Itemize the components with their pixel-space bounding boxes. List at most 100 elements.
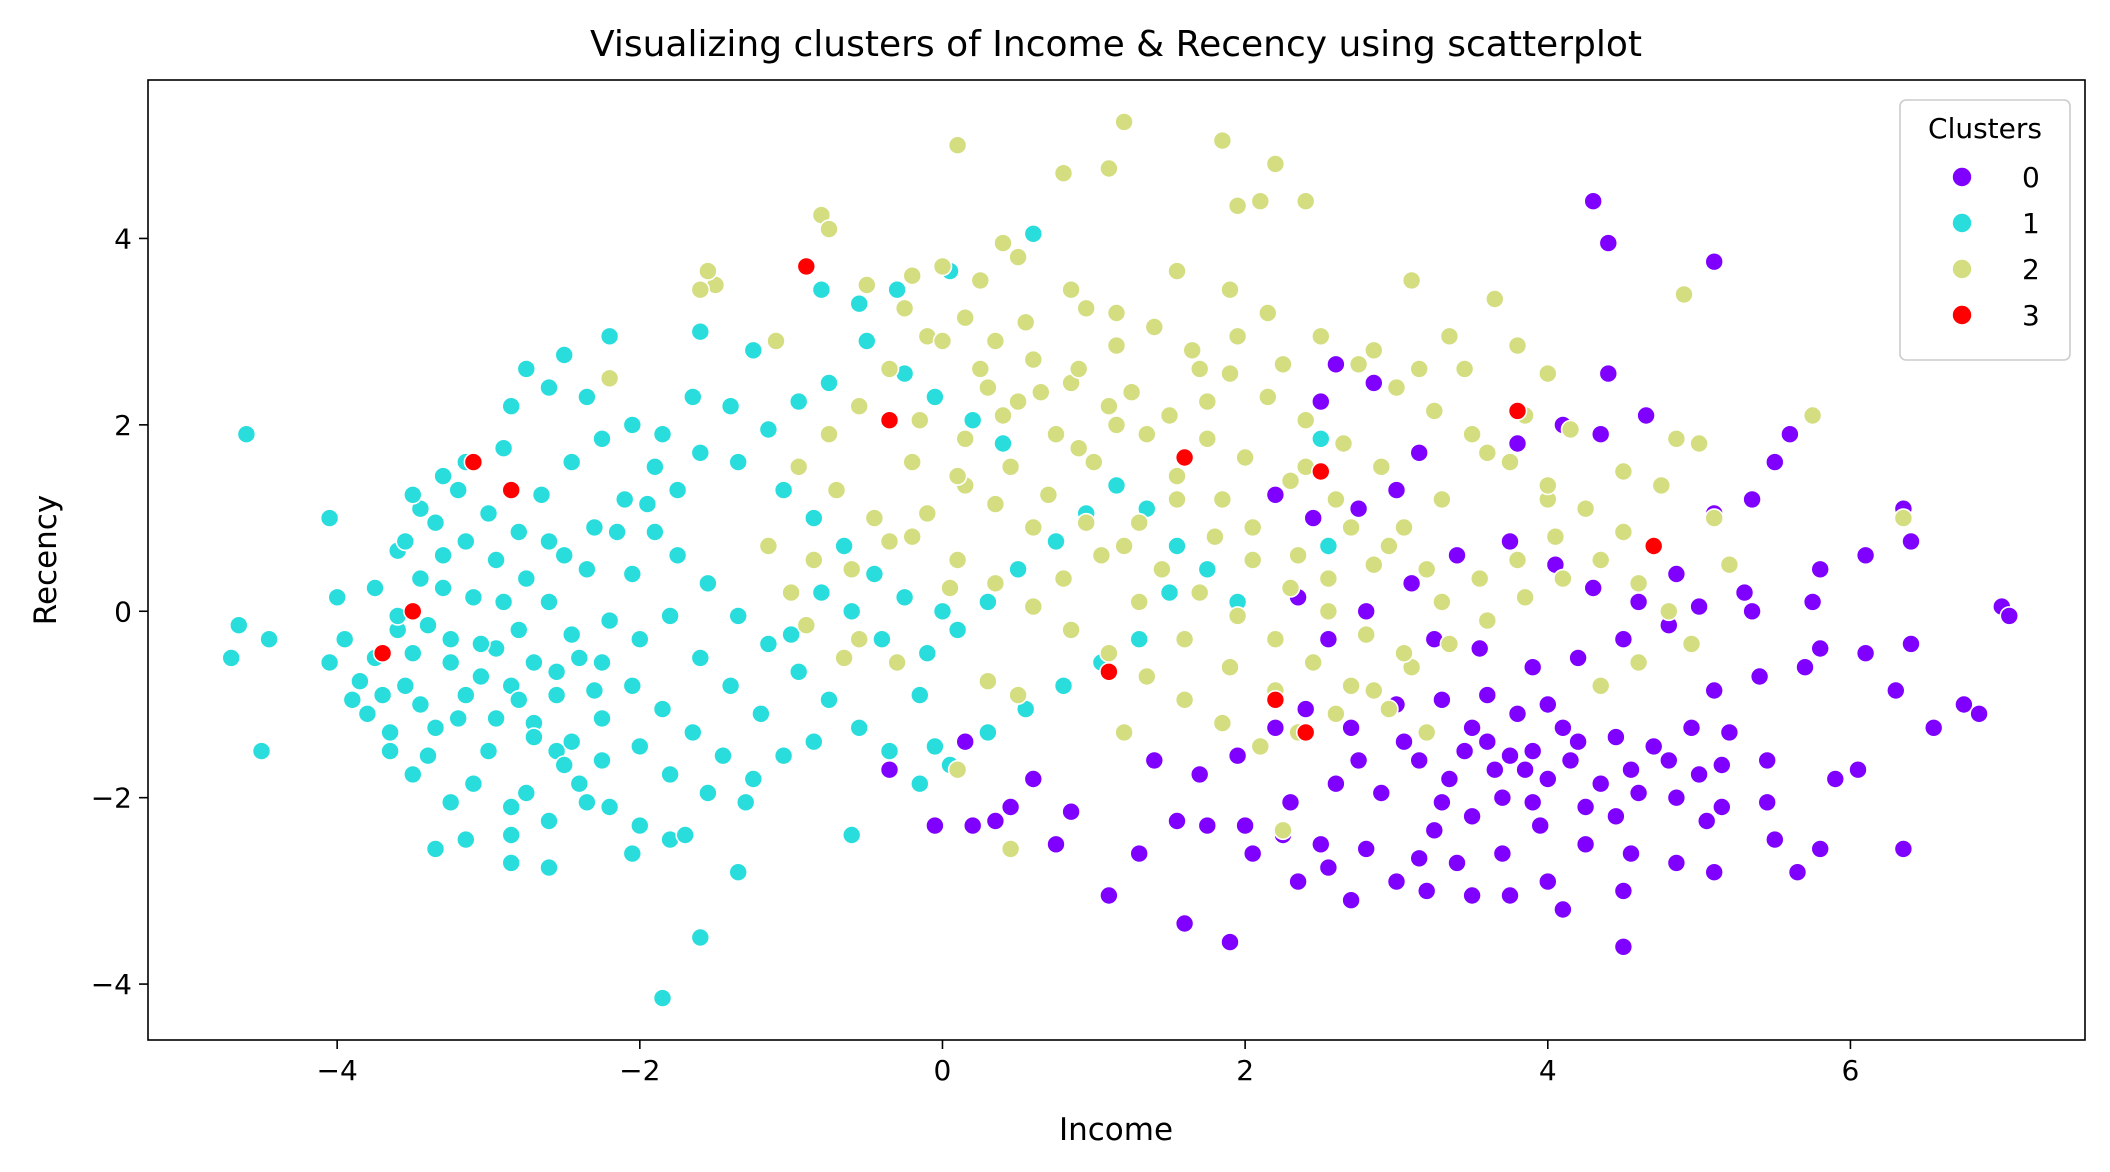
point-cluster-1-40 — [546, 685, 567, 705]
point-cluster-2-11 — [902, 265, 923, 286]
point-cluster-1-174 — [751, 703, 771, 724]
point-cluster-2-145 — [1008, 391, 1028, 412]
point-cluster-1-91 — [1046, 531, 1066, 552]
point-cluster-3-0 — [796, 256, 817, 277]
point-cluster-2-102 — [1038, 484, 1059, 505]
point-cluster-2-165 — [1469, 568, 1490, 589]
legend-label-0: 0 — [2022, 161, 2040, 194]
point-cluster-1-25 — [622, 843, 643, 864]
point-cluster-2-104 — [1114, 536, 1134, 556]
point-cluster-0-115 — [1424, 820, 1445, 841]
point-cluster-0-105 — [1311, 391, 1331, 412]
point-cluster-0-44 — [1704, 862, 1724, 883]
point-cluster-2-169 — [985, 494, 1006, 514]
point-cluster-2-101 — [1000, 456, 1021, 477]
point-cluster-0-133 — [1560, 750, 1581, 771]
point-cluster-2-29 — [1613, 461, 1634, 482]
point-cluster-1-87 — [917, 643, 938, 664]
y-tick-label: 0 — [114, 595, 132, 628]
point-cluster-0-28 — [1954, 694, 1974, 715]
point-cluster-0-0 — [1583, 191, 1603, 211]
point-cluster-2-164 — [1432, 592, 1452, 612]
point-cluster-2-185 — [1364, 340, 1384, 361]
point-cluster-0-79 — [1144, 750, 1165, 771]
point-cluster-2-52 — [955, 307, 976, 328]
point-cluster-1-172 — [690, 648, 711, 668]
point-cluster-0-80 — [1189, 764, 1210, 785]
point-cluster-0-18 — [1689, 596, 1709, 617]
point-cluster-0-32 — [1825, 769, 1846, 789]
point-cluster-1-18 — [599, 797, 620, 817]
point-cluster-2-45 — [1212, 489, 1233, 510]
point-cluster-0-69 — [1129, 843, 1149, 864]
point-cluster-0-110 — [1742, 601, 1762, 622]
point-cluster-2-133 — [1500, 452, 1520, 472]
point-cluster-2-30 — [1651, 475, 1672, 496]
point-cluster-1-132 — [1023, 224, 1044, 244]
point-cluster-1-112 — [841, 825, 862, 845]
legend-label-2: 2 — [2022, 253, 2040, 286]
point-cluster-2-56 — [819, 424, 839, 445]
point-cluster-2-34 — [1719, 554, 1740, 575]
point-cluster-0-137 — [1719, 722, 1740, 743]
point-cluster-1-27 — [501, 853, 522, 873]
point-cluster-2-128 — [1311, 326, 1331, 347]
point-cluster-2-57 — [788, 456, 809, 477]
point-cluster-2-75 — [1477, 610, 1498, 631]
point-cluster-1-127 — [803, 508, 824, 528]
y-tick-label: −2 — [91, 782, 132, 815]
point-cluster-1-143 — [614, 489, 635, 510]
point-cluster-2-184 — [1454, 359, 1475, 379]
point-cluster-2-186 — [1409, 359, 1429, 379]
point-cluster-0-22 — [1855, 643, 1876, 664]
point-cluster-3-2 — [463, 452, 484, 472]
point-cluster-2-89 — [1008, 685, 1028, 705]
point-cluster-2-113 — [1371, 456, 1392, 477]
point-cluster-2-12 — [932, 256, 953, 277]
point-cluster-2-90 — [887, 652, 907, 673]
point-cluster-1-44 — [645, 522, 665, 542]
point-cluster-1-136 — [395, 531, 416, 552]
point-cluster-1-57 — [682, 387, 703, 407]
point-cluster-1-153 — [410, 694, 431, 715]
point-cluster-2-125 — [917, 503, 938, 524]
point-cluster-0-37 — [1712, 797, 1732, 817]
point-cluster-0-88 — [1522, 657, 1543, 678]
point-cluster-0-121 — [1553, 717, 1573, 738]
point-cluster-2-191 — [902, 452, 923, 472]
point-cluster-2-120 — [1106, 335, 1127, 356]
point-cluster-1-95 — [1167, 536, 1187, 556]
legend-marker-0 — [1951, 166, 1973, 188]
point-cluster-1-180 — [380, 722, 400, 743]
point-cluster-0-40 — [1696, 811, 1717, 831]
series-2 — [599, 112, 1914, 859]
point-cluster-2-107 — [1227, 606, 1248, 626]
point-cluster-1-50 — [599, 326, 620, 347]
point-cluster-0-36 — [1757, 792, 1777, 813]
point-cluster-2-37 — [1674, 284, 1694, 305]
point-cluster-0-87 — [1477, 685, 1498, 705]
point-cluster-2-27 — [1477, 442, 1498, 463]
point-cluster-1-102 — [978, 722, 998, 743]
point-cluster-2-156 — [1129, 512, 1149, 533]
point-cluster-1-169 — [592, 652, 612, 673]
point-cluster-0-118 — [1628, 783, 1649, 803]
point-cluster-0-26 — [1704, 680, 1724, 701]
point-cluster-2-98 — [599, 368, 620, 389]
point-cluster-1-157 — [554, 755, 575, 775]
point-cluster-0-71 — [985, 811, 1006, 831]
point-cluster-0-150 — [1500, 745, 1520, 766]
point-cluster-2-173 — [1341, 517, 1361, 538]
point-cluster-2-188 — [1189, 359, 1210, 379]
point-cluster-0-24 — [1795, 657, 1815, 678]
point-cluster-0-62 — [1409, 848, 1429, 869]
point-cluster-1-34 — [357, 703, 378, 724]
point-cluster-1-104 — [773, 745, 794, 766]
point-cluster-0-23 — [1901, 634, 1921, 654]
point-cluster-1-138 — [455, 531, 476, 552]
point-cluster-1-68 — [440, 652, 461, 673]
point-cluster-2-80 — [1659, 601, 1679, 622]
point-cluster-2-48 — [1099, 396, 1119, 417]
point-cluster-0-2 — [1704, 251, 1724, 272]
